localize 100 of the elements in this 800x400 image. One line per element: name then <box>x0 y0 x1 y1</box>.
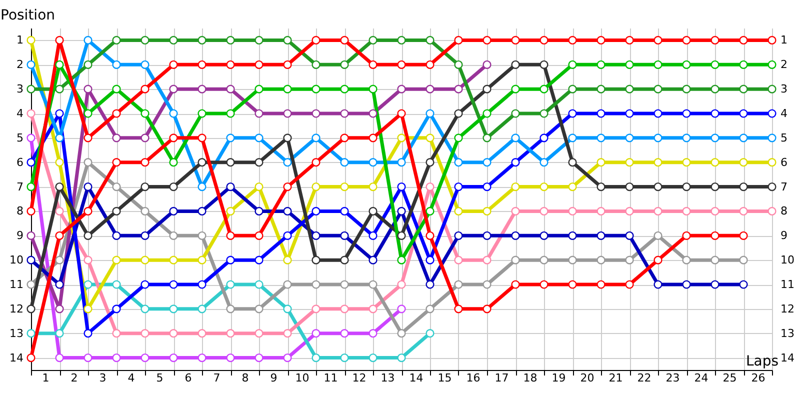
point <box>397 256 406 264</box>
point <box>511 280 520 289</box>
point <box>368 256 378 264</box>
point <box>340 353 349 362</box>
point <box>112 206 121 216</box>
point <box>340 256 349 264</box>
point <box>84 304 92 314</box>
point <box>140 158 150 167</box>
point <box>226 304 235 314</box>
point <box>426 109 434 118</box>
point <box>55 158 64 167</box>
x-tick-label: 8 <box>242 372 249 384</box>
point <box>226 134 235 142</box>
point <box>140 182 150 192</box>
point <box>283 109 292 118</box>
point <box>511 256 520 264</box>
point <box>254 231 264 240</box>
point <box>596 84 606 94</box>
point <box>397 329 406 338</box>
point <box>55 353 64 362</box>
point <box>368 206 378 216</box>
point <box>312 256 320 264</box>
point <box>625 36 634 45</box>
point <box>198 231 206 240</box>
point <box>397 182 406 192</box>
point <box>540 60 548 69</box>
point <box>426 84 434 94</box>
y-tick-label: 2 <box>16 58 24 72</box>
point <box>482 182 492 192</box>
point <box>482 60 492 69</box>
point <box>625 280 634 289</box>
point <box>454 109 463 118</box>
y-tick-label: 11 <box>10 278 24 291</box>
x-tick-label: 5 <box>156 372 164 384</box>
point <box>169 231 178 240</box>
x-tick-label: 9 <box>270 372 278 384</box>
x-tick-label: 3 <box>99 372 106 384</box>
point <box>26 36 36 45</box>
point <box>710 158 720 167</box>
point <box>397 134 406 142</box>
point <box>198 60 206 69</box>
point <box>283 60 292 69</box>
x-tick-label: 16 <box>466 372 480 384</box>
point <box>283 329 292 338</box>
point <box>739 158 748 167</box>
point <box>682 84 691 94</box>
y2-tick-label: 11 <box>780 278 794 291</box>
y2-tick-label: 7 <box>780 180 788 194</box>
point <box>397 304 406 314</box>
point <box>312 206 320 216</box>
point <box>511 84 520 94</box>
point <box>426 280 434 289</box>
point <box>112 231 121 240</box>
point <box>710 206 720 216</box>
point <box>312 84 320 94</box>
x-tick-label: 25 <box>722 372 737 384</box>
point <box>568 109 577 118</box>
point <box>654 36 662 45</box>
x-tick-label: 2 <box>70 372 78 384</box>
point <box>26 304 36 314</box>
point <box>454 84 463 94</box>
point <box>84 329 92 338</box>
point <box>739 231 748 240</box>
point <box>84 231 92 240</box>
point <box>768 134 776 142</box>
y2-tick-label: 10 <box>780 254 794 267</box>
point <box>596 134 606 142</box>
point <box>112 280 121 289</box>
point <box>226 84 235 94</box>
point <box>540 134 548 142</box>
point <box>397 60 406 69</box>
point <box>140 84 150 94</box>
point <box>739 182 748 192</box>
point <box>739 206 748 216</box>
point <box>112 182 121 192</box>
point <box>112 36 121 45</box>
point <box>198 256 206 264</box>
point <box>454 182 463 192</box>
x-tick-label: 11 <box>324 372 338 384</box>
point <box>226 182 235 192</box>
point <box>568 60 577 69</box>
point <box>710 36 720 45</box>
point <box>226 353 235 362</box>
point <box>226 280 235 289</box>
point <box>511 231 520 240</box>
point <box>340 329 349 338</box>
point <box>739 60 748 69</box>
point <box>312 158 320 167</box>
point <box>682 182 691 192</box>
x-tick-label: 15 <box>438 372 452 384</box>
point <box>397 158 406 167</box>
point <box>26 231 36 240</box>
point <box>625 182 634 192</box>
point <box>26 60 36 69</box>
point <box>426 158 434 167</box>
point <box>710 256 720 264</box>
point <box>596 109 606 118</box>
point <box>112 158 121 167</box>
point <box>340 36 349 45</box>
point <box>710 182 720 192</box>
